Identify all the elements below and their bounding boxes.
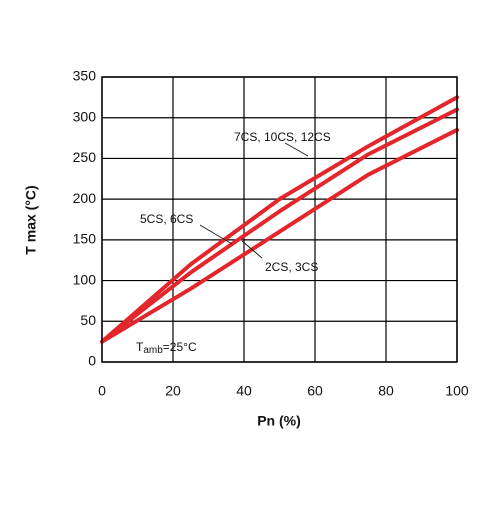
leader-line <box>241 240 263 259</box>
y-tick-label: 350 <box>73 68 97 84</box>
y-tick-label: 150 <box>73 231 97 247</box>
x-tick-label: 60 <box>307 383 323 399</box>
plot-frame <box>101 76 458 363</box>
series-label: 7CS, 10CS, 12CS <box>234 130 331 144</box>
y-tick-label: 250 <box>73 149 97 165</box>
annotation: Tamb=25°C <box>136 340 197 355</box>
y-axis-label: T max (°C) <box>23 185 39 254</box>
y-tick-label: 200 <box>73 190 97 206</box>
data-line <box>100 95 459 344</box>
annotation-symbol: T <box>136 340 144 354</box>
x-tick-label: 20 <box>165 383 181 399</box>
x-tick-label: 80 <box>378 383 394 399</box>
leader-line <box>199 224 233 245</box>
leader-line <box>284 142 309 157</box>
lines <box>100 95 459 344</box>
y-tick-label: 100 <box>73 271 97 287</box>
series-label: 5CS, 6CS <box>140 212 193 226</box>
y-tick-label: 300 <box>73 108 97 124</box>
data-line <box>100 127 459 344</box>
x-axis-label: Pn (%) <box>257 413 301 429</box>
x-tick-label: 40 <box>236 383 252 399</box>
annotation-subscript: amb <box>143 345 163 356</box>
data-line <box>100 107 459 344</box>
x-tick-label: 0 <box>98 383 106 399</box>
x-tick-label: 100 <box>445 383 469 399</box>
y-tick-label: 50 <box>80 312 96 328</box>
series-label: 2CS, 3CS <box>265 260 318 274</box>
annotation-text: =25°C <box>163 340 197 354</box>
y-tick-label: 0 <box>88 353 96 369</box>
